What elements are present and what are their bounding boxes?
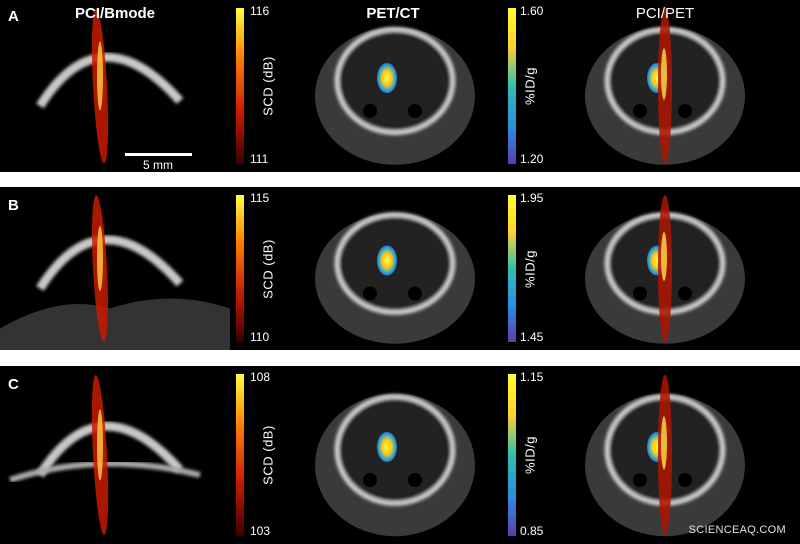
ct-cavity <box>633 104 647 118</box>
panel-letter: A <box>8 8 19 25</box>
pci-colorbar-min: 110 <box>250 330 270 344</box>
pet-colorbar-max: 1.15 <box>520 370 544 384</box>
pet-uptake <box>377 245 397 276</box>
row-images <box>36 8 745 165</box>
ct-cavity <box>408 286 422 301</box>
panel-letter: B <box>8 197 19 214</box>
pci-bmode-image <box>36 8 184 164</box>
pci-colorbar-min: 103 <box>250 524 271 538</box>
watermark: SCIENCEAQ.COM <box>688 524 786 536</box>
figure-row-b: 115 110 SCD (dB) 1.95 1.45 %ID/g B <box>0 187 800 350</box>
row-images <box>9 374 745 537</box>
column-title-pet-ct: PET/CT <box>366 5 420 22</box>
pci-pet-image <box>585 374 745 537</box>
pci-colorbar-max: 108 <box>250 370 271 384</box>
pci-signal-peak <box>97 409 103 481</box>
skull-echo <box>36 235 184 291</box>
scale-bar-label: 5 mm <box>143 158 173 172</box>
pet-colorbar-min: 1.20 <box>520 152 544 166</box>
pci-bmode-image <box>0 195 230 350</box>
ct-cavity <box>408 473 422 487</box>
pet-colorbar <box>508 374 516 536</box>
pci-signal-peak <box>661 416 667 470</box>
pci-colorbar-label: SCD (dB) <box>260 425 276 485</box>
ct-cavity <box>678 286 692 301</box>
pci-colorbar <box>236 374 244 536</box>
ct-cavity <box>678 104 692 118</box>
pet-colorbar-max: 1.60 <box>520 4 544 18</box>
pet-colorbar-label: %ID/g <box>522 67 538 105</box>
pci-pet-image <box>585 195 745 344</box>
pet-colorbar-label: %ID/g <box>522 436 538 474</box>
pci-colorbar-max: 116 <box>250 4 270 18</box>
tissue-echo <box>0 298 230 350</box>
figure-row-a: 116 111 SCD (dB) 1.60 1.20 %ID/g A PCI/Bmode PET… <box>0 0 800 172</box>
pet-ct-image <box>315 393 475 537</box>
pci-colorbar <box>236 8 244 164</box>
ct-cavity <box>633 473 647 487</box>
pet-ct-image <box>315 212 475 344</box>
pci-colorbar-min: 111 <box>250 152 269 166</box>
column-title-pci-bmode: PCI/Bmode <box>74 5 156 22</box>
ct-cavity <box>363 473 377 487</box>
pci-colorbar-label: SCD (dB) <box>260 238 276 299</box>
pet-uptake <box>377 432 397 462</box>
pet-uptake <box>377 63 397 93</box>
pci-signal-peak <box>97 225 103 292</box>
pci-signal-peak <box>661 48 667 100</box>
skull-echo <box>36 52 184 109</box>
figure-row-c: 108 103 SCD (dB) 1.15 0.85 %ID/g C <box>0 366 800 544</box>
pci-colorbar-label: SCD (dB) <box>260 56 276 116</box>
ct-cavity <box>363 286 377 301</box>
row-images <box>0 195 745 350</box>
scale-bar <box>125 153 192 156</box>
ct-cavity <box>678 473 692 487</box>
pet-colorbar <box>508 195 516 342</box>
pci-pet-image <box>585 8 745 165</box>
pet-colorbar-min: 0.85 <box>520 524 544 538</box>
pet-colorbar <box>508 8 516 164</box>
ct-cavity <box>363 104 377 118</box>
pci-signal-peak <box>661 232 667 281</box>
ct-cavity <box>633 286 647 301</box>
column-title-pci-pet: PCI/PET <box>635 5 695 22</box>
pci-colorbar <box>236 195 244 342</box>
ct-cavity <box>408 104 422 118</box>
pet-colorbar-label: %ID/g <box>522 249 538 288</box>
pci-bmode-image <box>9 375 201 535</box>
panel-letter: C <box>8 376 19 393</box>
pet-colorbar-min: 1.45 <box>520 330 544 344</box>
pci-signal-peak <box>97 41 103 111</box>
pet-ct-image <box>315 26 475 165</box>
pet-colorbar-max: 1.95 <box>520 191 544 205</box>
pci-colorbar-max: 115 <box>250 191 270 205</box>
